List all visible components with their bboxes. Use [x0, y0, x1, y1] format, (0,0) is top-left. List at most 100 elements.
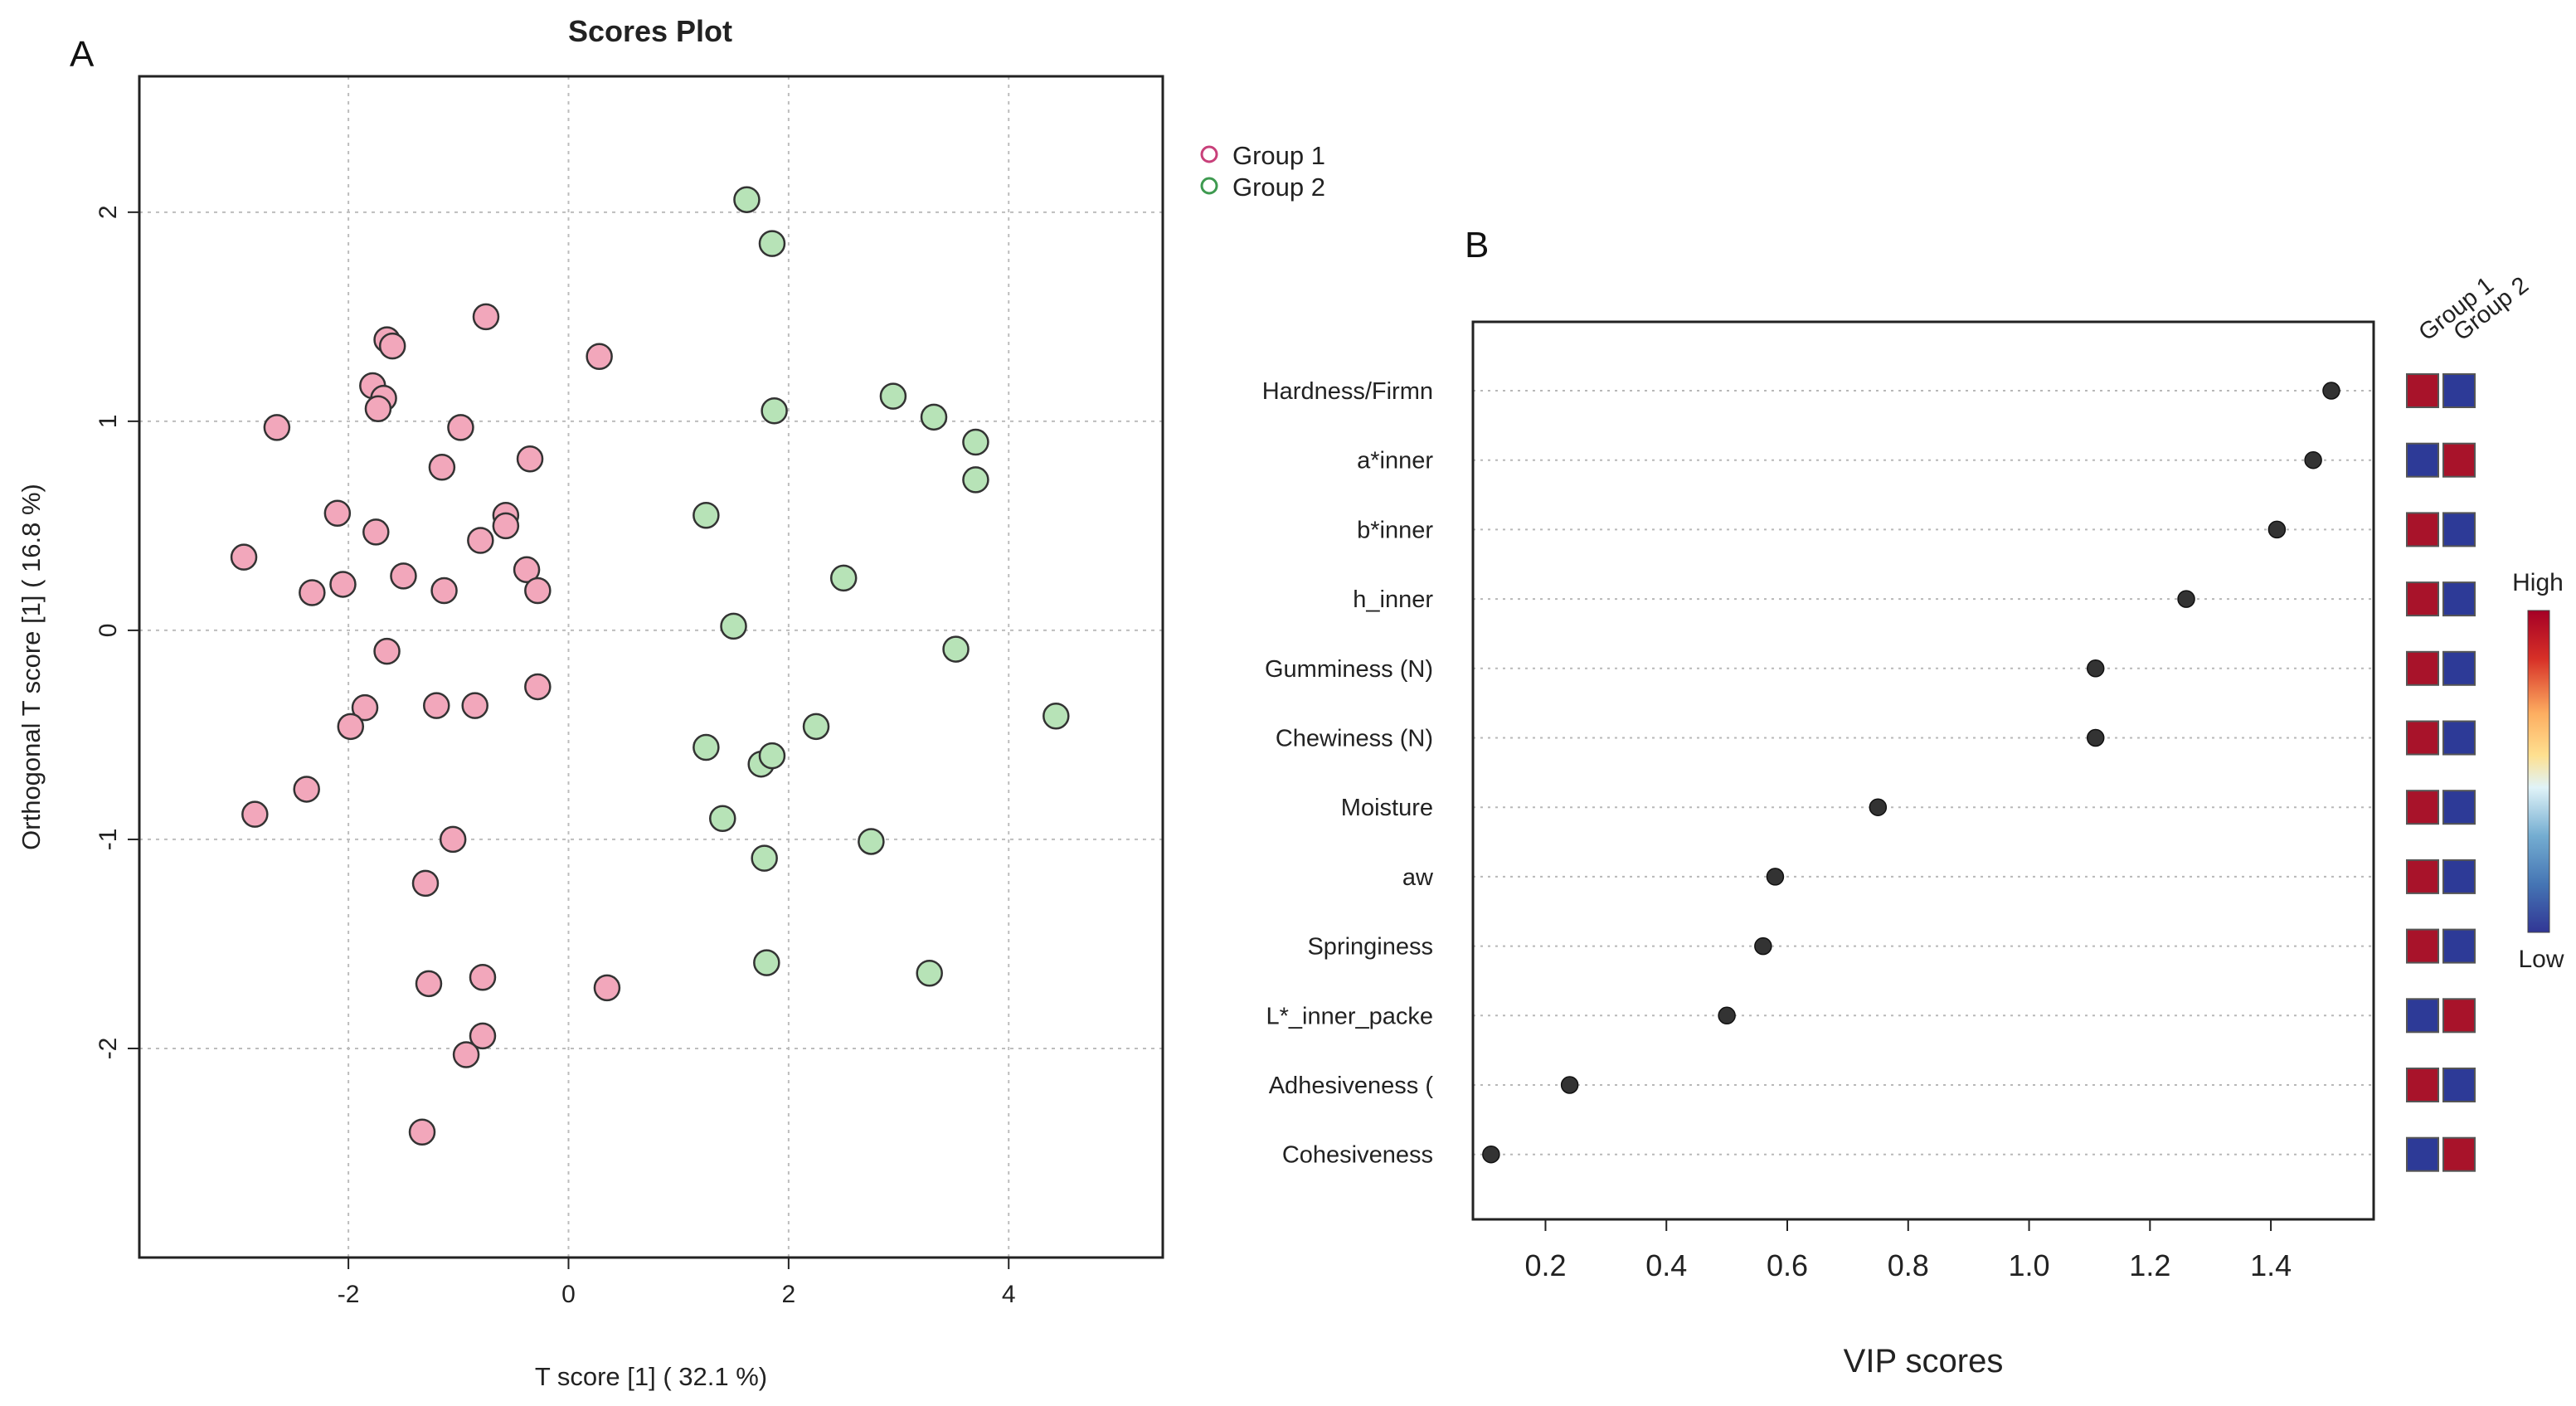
legend-marker-group-2 — [1200, 177, 1218, 195]
heatmap-cell-group-2 — [2442, 859, 2476, 894]
vip-point — [1482, 1145, 1500, 1164]
heatmap-cell-group-1 — [2406, 720, 2439, 756]
scores-point-group-1 — [593, 974, 621, 1002]
scores-point-group-1 — [299, 579, 326, 606]
vip-point — [2267, 520, 2287, 539]
scores-point-group-2 — [753, 949, 780, 976]
vip-point — [1766, 868, 1785, 886]
scores-point-group-2 — [1043, 702, 1070, 730]
vip-x-axis-label: VIP scores — [1844, 1343, 2004, 1379]
vip-feature-label: Gumminess (N) — [1265, 656, 1433, 683]
vip-point — [2177, 590, 2195, 608]
panel-label-b: B — [1465, 225, 1489, 265]
vip-feature-label: Moisture — [1341, 795, 1433, 821]
scores-point-group-1 — [263, 414, 291, 441]
scores-point-group-1 — [337, 713, 365, 741]
vip-x-tick-label: 0.8 — [1888, 1248, 1929, 1282]
heatmap-cell-group-1 — [2406, 442, 2439, 478]
scores-x-tick-label: 4 — [1002, 1281, 1016, 1308]
vip-point — [1754, 937, 1772, 956]
scores-point-group-1 — [430, 577, 458, 605]
scores-point-group-2 — [802, 713, 830, 741]
heatmap-cell-group-1 — [2406, 512, 2439, 547]
scores-point-group-1 — [408, 1118, 436, 1146]
vip-x-tick-label: 1.4 — [2250, 1248, 2292, 1282]
vip-feature-label: Cohesiveness — [1282, 1142, 1433, 1169]
vip-x-tick-label: 0.4 — [1645, 1248, 1687, 1282]
scores-point-group-2 — [920, 403, 948, 431]
vip-feature-label: aw — [1402, 864, 1434, 891]
scores-y-tick-label: 1 — [95, 415, 122, 429]
heatmap-cell-group-1 — [2406, 650, 2439, 686]
scores-point-group-1 — [323, 499, 352, 528]
scores-point-group-2 — [962, 428, 989, 456]
scores-point-group-1 — [472, 303, 500, 331]
heatmap-cell-group-1 — [2406, 928, 2439, 964]
scores-point-group-1 — [351, 693, 379, 722]
legend-label-group-2: Group 2 — [1232, 173, 1325, 202]
scores-point-group-2 — [962, 466, 989, 494]
scores-points — [230, 186, 1070, 1146]
vip-heatmap — [2406, 373, 2476, 1172]
panel-label-a: A — [70, 34, 95, 75]
scores-point-group-1 — [513, 556, 541, 584]
heatmap-cell-group-2 — [2442, 373, 2476, 408]
heatmap-cell-group-1 — [2406, 859, 2439, 894]
colorbar: High Low — [2512, 569, 2564, 973]
scores-point-group-1 — [329, 571, 357, 598]
scores-gridlines — [139, 76, 1163, 1258]
heatmap-cell-group-2 — [2442, 1068, 2476, 1102]
scores-y-tick-label: -2 — [95, 1038, 122, 1060]
vip-x-tick-label: 0.2 — [1524, 1248, 1566, 1282]
scores-point-group-1 — [461, 692, 488, 719]
scores-point-group-1 — [411, 869, 440, 898]
heatmap-cell-group-2 — [2442, 512, 2476, 547]
vip-x-tick-label: 0.6 — [1767, 1248, 1808, 1282]
vip-point — [2086, 728, 2105, 747]
heatmap-cell-group-2 — [2442, 650, 2476, 686]
colorbar-gradient — [2527, 610, 2550, 933]
scores-point-group-1 — [447, 414, 474, 441]
scores-y-axis-label: Orthogonal T score [1] ( 16.8 %) — [17, 484, 46, 850]
scores-point-group-1 — [373, 637, 401, 665]
scores-x-tick-label: -2 — [338, 1281, 360, 1308]
vip-axis-ticks: 0.2 0.4 0.6 0.8 1.0 1.2 1.4 — [1524, 1219, 2292, 1282]
vip-plot-frame — [1471, 320, 2375, 1221]
vip-point — [2304, 450, 2322, 469]
heatmap-cell-group-2 — [2442, 1136, 2476, 1172]
scores-point-group-1 — [362, 518, 390, 546]
scores-point-group-2 — [693, 502, 720, 529]
scores-point-group-1 — [524, 577, 552, 605]
scores-point-group-1 — [469, 1022, 497, 1050]
vip-point — [1869, 798, 1888, 816]
scores-point-group-1 — [524, 673, 552, 701]
heatmap-cell-group-2 — [2442, 720, 2476, 756]
scores-point-group-2 — [829, 564, 858, 592]
scores-plot-title: Scores Plot — [568, 14, 732, 48]
vip-point — [2322, 382, 2340, 400]
scores-x-axis-label: T score [1] ( 32.1 %) — [535, 1362, 767, 1391]
vip-feature-label: Adhesiveness ( — [1269, 1073, 1434, 1099]
scores-point-group-1 — [452, 1041, 480, 1068]
scores-point-group-1 — [415, 970, 443, 998]
scores-point-group-2 — [733, 186, 761, 213]
scores-point-group-1 — [428, 454, 456, 481]
vip-feature-label: b*inner — [1357, 517, 1433, 543]
heatmap-cell-group-2 — [2442, 998, 2476, 1034]
vip-point — [2086, 659, 2105, 678]
heatmap-cell-group-2 — [2442, 581, 2476, 617]
scores-axis-ticks: -2 0 2 4 -2 -1 0 1 2 — [95, 205, 1016, 1308]
scores-point-group-1 — [586, 343, 613, 370]
colorbar-low-label: Low — [2518, 946, 2564, 973]
scores-plot-frame — [138, 75, 1164, 1259]
scores-point-group-1 — [364, 395, 392, 422]
legend-label-group-1: Group 1 — [1232, 141, 1325, 170]
vip-feature-label: Chewiness (N) — [1276, 726, 1433, 752]
colorbar-high-label: High — [2512, 569, 2564, 596]
scores-point-group-2 — [758, 230, 786, 257]
scores-point-group-1 — [516, 445, 544, 473]
vip-x-tick-label: 1.2 — [2129, 1248, 2170, 1282]
vip-feature-label: Springiness — [1307, 934, 1433, 961]
heatmap-cell-group-1 — [2406, 1068, 2439, 1102]
